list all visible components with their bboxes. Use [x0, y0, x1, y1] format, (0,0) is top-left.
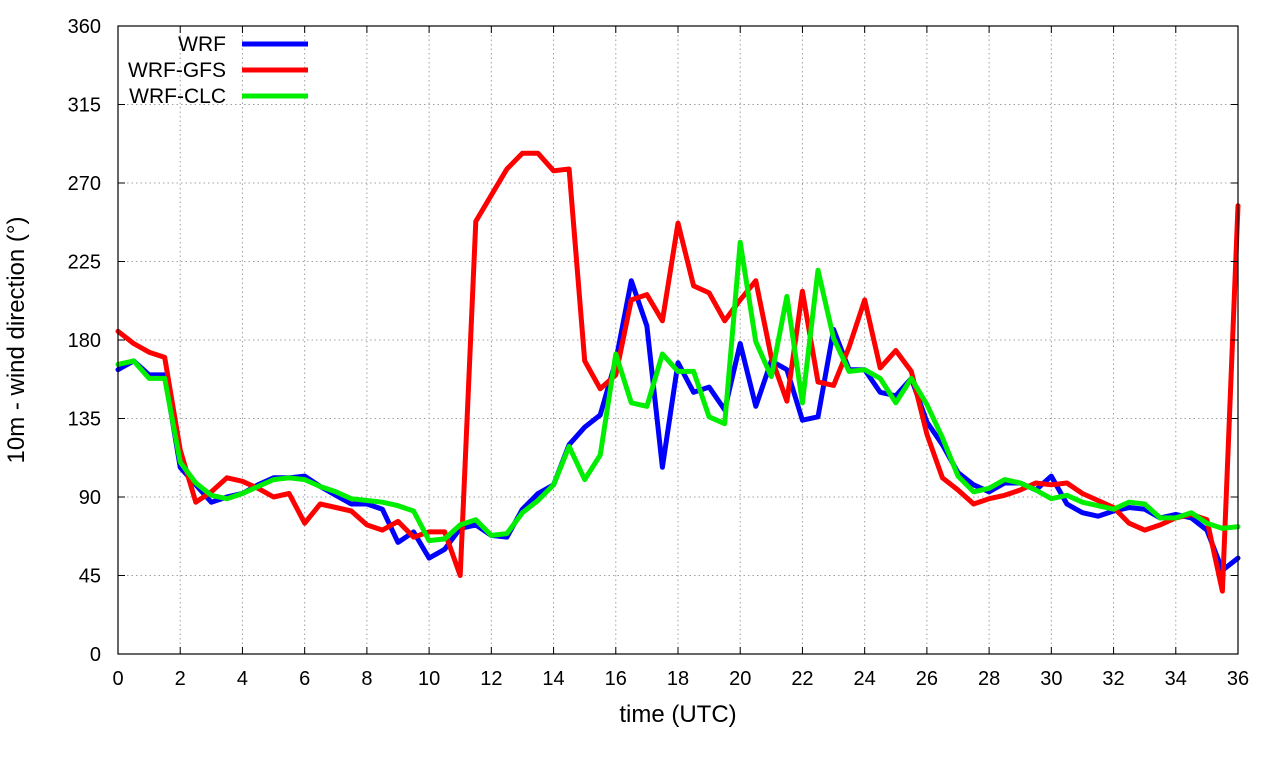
- series-line-wrf: [115, 278, 1241, 573]
- tick-layer: 0 2 4 6 8 10 12 14 16 18 20 22 24 26 28 30 32 34 360459013…: [68, 16, 1250, 690]
- y-tick-label: 270: [68, 173, 101, 195]
- x-tick-label: 12: [480, 668, 502, 690]
- x-tick-label: 14: [542, 668, 564, 690]
- series-line-wrf-gfs: [115, 150, 1241, 594]
- series-layer: [115, 150, 1241, 594]
- legend-label: WRF-CLC: [129, 85, 226, 108]
- x-tick-label: 36: [1227, 668, 1249, 690]
- x-tick-label: 16: [605, 668, 627, 690]
- grid-layer: [118, 26, 1238, 654]
- x-tick-label: 28: [978, 668, 1000, 690]
- y-tick-label: 315: [68, 95, 101, 117]
- x-tick-label: 18: [667, 668, 689, 690]
- x-tick-label: 30: [1040, 668, 1062, 690]
- x-axis-title: time (UTC): [619, 701, 736, 728]
- x-tick-label: 20: [729, 668, 751, 690]
- legend-label: WRF: [178, 33, 226, 56]
- x-tick-label: 2: [175, 668, 186, 690]
- y-tick-label: 135: [68, 409, 101, 431]
- x-tick-label: 8: [361, 668, 372, 690]
- x-tick-label: 22: [791, 668, 813, 690]
- y-tick-label: 360: [68, 16, 101, 38]
- y-tick-label: 225: [68, 252, 101, 274]
- y-tick-label: 45: [79, 566, 101, 588]
- legend: WRF WRF-GFS WRF-CLC: [128, 33, 308, 108]
- y-tick-label: 180: [68, 330, 101, 352]
- x-tick-label: 0: [112, 668, 123, 690]
- x-tick-label: 4: [237, 668, 248, 690]
- x-tick-label: 34: [1165, 668, 1187, 690]
- x-tick-label: 26: [916, 668, 938, 690]
- y-tick-label: 0: [90, 644, 101, 666]
- x-tick-label: 6: [299, 668, 310, 690]
- x-tick-label: 10: [418, 668, 440, 690]
- y-axis-title: 10m - wind direction (°): [3, 216, 30, 463]
- y-tick-label: 90: [79, 487, 101, 509]
- series-line-wrf-clc: [115, 239, 1241, 544]
- x-tick-label: 32: [1102, 668, 1124, 690]
- x-tick-label: 24: [854, 668, 876, 690]
- legend-label: WRF-GFS: [128, 59, 226, 82]
